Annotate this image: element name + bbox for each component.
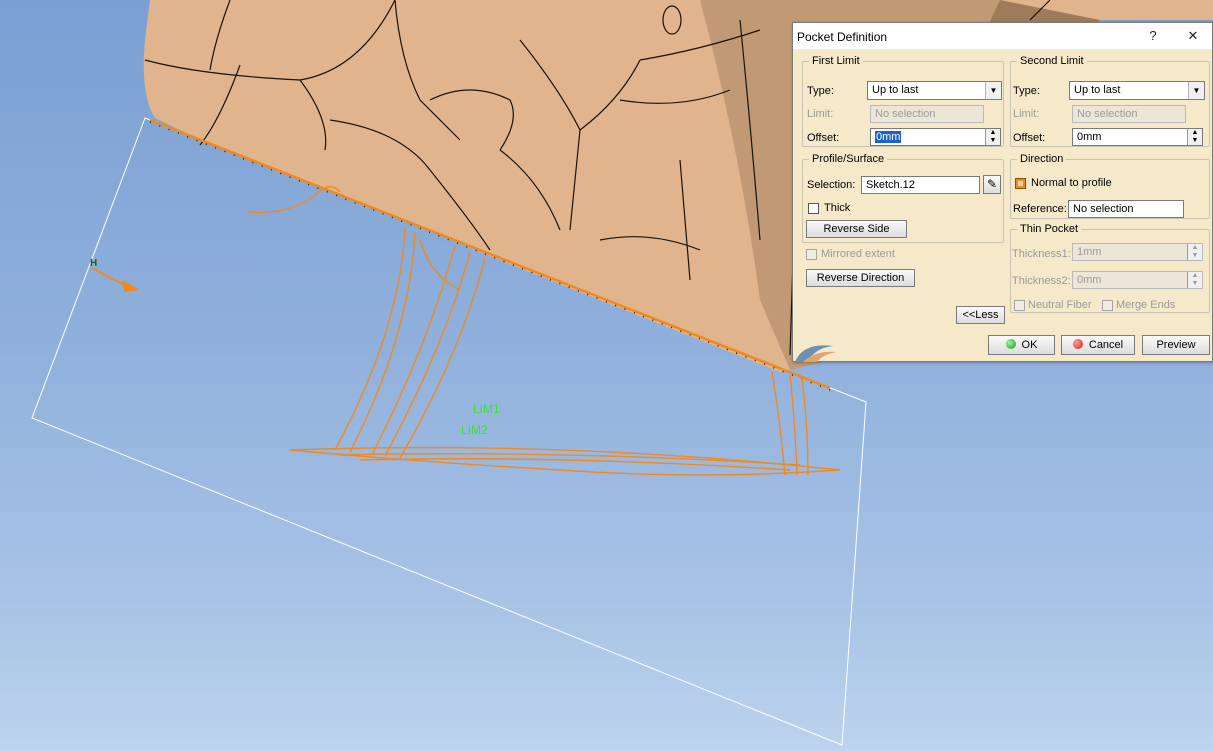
reverse-side-button[interactable]: Reverse Side (806, 220, 907, 238)
part-edges (144, 0, 1051, 356)
second-limit-group: Second Limit (1010, 55, 1210, 147)
help-button[interactable]: ? (1149, 28, 1157, 43)
lim2-label: LIM2 (461, 423, 488, 437)
normal-to-profile-label: Normal to profile (1031, 177, 1112, 189)
neutral-fiber-checkbox (1014, 300, 1025, 311)
pocket-definition-dialog: Pocket Definition ? ✕ First Limit Type: … (792, 22, 1213, 362)
dialog-title: Pocket Definition (797, 30, 888, 44)
reference-label: Reference: (1013, 203, 1067, 215)
direction-arrow[interactable] (91, 267, 140, 292)
ok-button[interactable]: OK (988, 335, 1055, 355)
mirrored-extent-label: Mirrored extent (821, 248, 895, 260)
profile-surface-legend: Profile/Surface (812, 153, 885, 165)
axis-h-label: H (90, 258, 98, 269)
first-type-label: Type: (807, 85, 834, 97)
first-limit-group: First Limit (802, 55, 1004, 147)
spinner-icon[interactable]: ▲ ▼ (1187, 129, 1202, 145)
reference-field[interactable]: No selection (1068, 200, 1184, 218)
thin-pocket-group: Thin Pocket (1010, 223, 1210, 313)
ok-icon (1005, 339, 1016, 349)
second-type-select[interactable]: Up to last ▼ (1069, 81, 1205, 100)
second-type-value: Up to last (1074, 84, 1121, 96)
catia-logo (795, 345, 837, 362)
direction-group: Direction (1010, 153, 1210, 219)
thickness1-field: 1mm ▲ ▼ (1072, 243, 1203, 261)
spinner-icon: ▲ ▼ (1187, 272, 1202, 288)
first-limit-field: No selection (870, 105, 984, 123)
direction-legend: Direction (1020, 153, 1064, 165)
first-offset-value: 0mm (875, 131, 902, 143)
thickness1-value: 1mm (1077, 246, 1102, 258)
second-limit-label: Limit: (1013, 108, 1040, 120)
first-offset-label: Offset: (807, 132, 840, 144)
merge-ends-checkbox (1102, 300, 1113, 311)
selection-label: Selection: (807, 179, 856, 191)
profile-edge (149, 118, 831, 390)
thickness2-label: Thickness2: (1012, 275, 1071, 287)
first-type-select[interactable]: Up to last ▼ (867, 81, 1002, 100)
close-button[interactable]: ✕ (1187, 28, 1199, 43)
cancel-button[interactable]: Cancel (1061, 335, 1135, 355)
second-limit-field: No selection (1072, 105, 1186, 123)
normal-to-profile-checkbox[interactable] (1015, 178, 1026, 189)
less-button[interactable]: <<Less (956, 306, 1005, 324)
sketch-icon[interactable]: ✎ (983, 175, 1001, 194)
dialog-title-bar[interactable]: Pocket Definition ? ✕ (793, 23, 1212, 49)
reverse-direction-button[interactable]: Reverse Direction (806, 269, 915, 287)
second-limit-legend: Second Limit (1020, 55, 1084, 67)
pocket-preview-wireframe (247, 186, 841, 476)
thick-checkbox[interactable] (808, 203, 819, 214)
first-limit-label: Limit: (807, 108, 834, 120)
neutral-fiber-label: Neutral Fiber (1028, 299, 1092, 311)
thickness2-value: 0mm (1077, 274, 1102, 286)
merge-ends-label: Merge Ends (1116, 299, 1176, 311)
first-offset-field[interactable]: 0mm ▲ ▼ (870, 128, 1001, 146)
chevron-down-icon[interactable]: ▼ (1188, 82, 1204, 99)
thickness1-label: Thickness1: (1012, 248, 1071, 260)
spinner-icon: ▲ ▼ (1187, 244, 1202, 260)
thickness2-field: 0mm ▲ ▼ (1072, 271, 1203, 289)
first-type-value: Up to last (872, 84, 919, 96)
spinner-icon[interactable]: ▲ ▼ (985, 129, 1000, 145)
profile-surface-group: Profile/Surface (802, 153, 1004, 243)
second-offset-label: Offset: (1013, 132, 1046, 144)
thick-label: Thick (824, 202, 851, 214)
second-offset-value: 0mm (1077, 131, 1102, 143)
preview-button[interactable]: Preview (1142, 335, 1210, 355)
first-limit-legend: First Limit (812, 55, 860, 67)
chevron-down-icon[interactable]: ▼ (985, 82, 1001, 99)
lim1-label: LIM1 (473, 402, 500, 416)
thin-pocket-legend: Thin Pocket (1020, 223, 1079, 235)
ok-label: OK (1021, 339, 1038, 351)
second-type-label: Type: (1013, 85, 1040, 97)
selection-field[interactable]: Sketch.12 (861, 176, 980, 194)
cancel-label: Cancel (1088, 339, 1124, 351)
second-offset-field[interactable]: 0mm ▲ ▼ (1072, 128, 1203, 146)
mirrored-extent-checkbox (806, 249, 817, 260)
cancel-icon (1072, 339, 1083, 349)
